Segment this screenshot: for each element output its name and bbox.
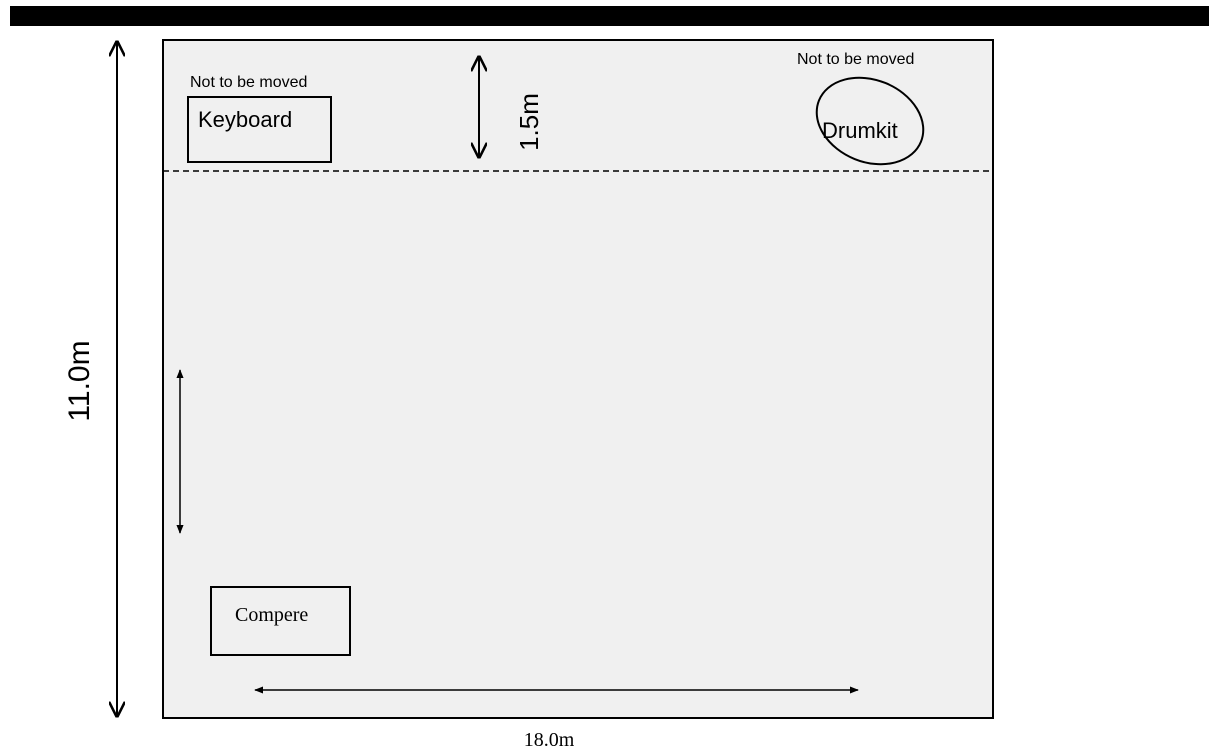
drumkit-note: Not to be moved [797, 51, 914, 68]
drumkit-label: Drumkit [822, 118, 898, 143]
keyboard-note: Not to be moved [190, 74, 307, 91]
compere-box [210, 586, 351, 656]
compere-label: Compere [235, 604, 308, 626]
keyboard-box [187, 96, 332, 163]
keyboard-label: Keyboard [198, 107, 292, 132]
drumkit-ellipse [815, 76, 925, 166]
top-bar [10, 6, 1209, 26]
front-zone-label: 1.5m [514, 93, 544, 151]
stage-area [162, 39, 994, 719]
depth-label: 11.0m [63, 340, 96, 421]
width-label: 18.0m [524, 729, 575, 751]
